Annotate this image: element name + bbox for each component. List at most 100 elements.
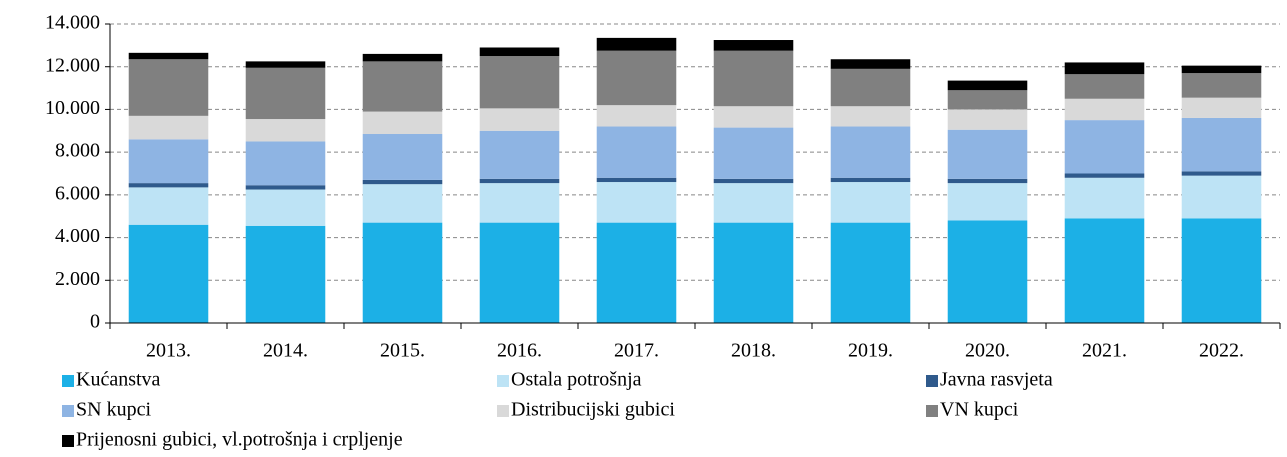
bar-segment bbox=[1064, 74, 1145, 99]
bar-segment bbox=[128, 115, 209, 140]
bar-segment bbox=[830, 126, 911, 178]
x-tick-label: 2022. bbox=[1199, 340, 1244, 362]
bar-segment bbox=[947, 109, 1028, 130]
x-tick-label: 2020. bbox=[965, 340, 1010, 362]
legend-label: Distribucijski gubici bbox=[511, 399, 675, 421]
legend-swatch bbox=[62, 375, 74, 387]
legend-swatch bbox=[497, 375, 509, 387]
y-tick-label: 0 bbox=[90, 311, 100, 333]
bar-segment bbox=[713, 127, 794, 179]
legend-swatch bbox=[62, 405, 74, 417]
bar-segment bbox=[830, 177, 911, 183]
legend-label: Prijenosni gubici, vl.potrošnja i crplje… bbox=[76, 429, 403, 451]
bar-segment bbox=[1181, 65, 1262, 74]
bar-segment bbox=[245, 141, 326, 186]
bar-segment bbox=[713, 178, 794, 184]
bar-segment bbox=[596, 222, 677, 323]
bar-segment bbox=[713, 222, 794, 323]
y-tick-label: 14.000 bbox=[45, 12, 100, 34]
bar-segment bbox=[1181, 175, 1262, 219]
bar-segment bbox=[947, 178, 1028, 184]
bar-segment bbox=[830, 68, 911, 107]
legend-label: SN kupci bbox=[76, 399, 151, 421]
x-tick-label: 2018. bbox=[731, 340, 776, 362]
y-tick-label: 10.000 bbox=[45, 97, 100, 119]
bar-segment bbox=[713, 50, 794, 107]
bar-segment bbox=[713, 40, 794, 51]
y-tick-label: 2.000 bbox=[55, 268, 100, 290]
bar-segment bbox=[1064, 62, 1145, 75]
legend-swatch bbox=[497, 405, 509, 417]
bar-segment bbox=[830, 182, 911, 223]
x-tick-label: 2017. bbox=[614, 340, 659, 362]
legend-swatch bbox=[926, 375, 938, 387]
bar-segment bbox=[596, 126, 677, 178]
bar-segment bbox=[947, 129, 1028, 179]
bar-segment bbox=[245, 225, 326, 323]
bar-segment bbox=[479, 47, 560, 57]
x-tick-label: 2014. bbox=[263, 340, 308, 362]
bar-segment bbox=[830, 106, 911, 127]
bar-segment bbox=[128, 139, 209, 184]
bar-segment bbox=[596, 182, 677, 223]
legend-label: Kućanstva bbox=[76, 369, 161, 391]
bar-segment bbox=[479, 56, 560, 109]
x-tick-label: 2019. bbox=[848, 340, 893, 362]
bar-segment bbox=[479, 178, 560, 184]
bar-segment bbox=[1181, 171, 1262, 176]
bar-segment bbox=[713, 183, 794, 223]
bar-segment bbox=[830, 59, 911, 69]
bar-segment bbox=[479, 183, 560, 223]
x-tick-label: 2013. bbox=[146, 340, 191, 362]
bar-segment bbox=[128, 59, 209, 116]
bar-segment bbox=[128, 183, 209, 188]
bar-segment bbox=[1064, 218, 1145, 323]
bar-segment bbox=[479, 222, 560, 323]
legend-swatch bbox=[926, 405, 938, 417]
x-tick-label: 2016. bbox=[497, 340, 542, 362]
legend-label: Javna rasvjeta bbox=[940, 369, 1053, 391]
bar-segment bbox=[362, 53, 443, 62]
bar-segment bbox=[1064, 120, 1145, 174]
bar-segment bbox=[128, 224, 209, 323]
y-tick-label: 12.000 bbox=[45, 54, 100, 76]
bar-segment bbox=[479, 130, 560, 179]
bar-segment bbox=[362, 111, 443, 134]
bar-segment bbox=[1064, 173, 1145, 178]
bar-segment bbox=[1181, 73, 1262, 98]
legend-label: VN kupci bbox=[940, 399, 1019, 421]
legend-label: Ostala potrošnja bbox=[511, 369, 642, 391]
bar-segment bbox=[362, 133, 443, 180]
bar-segment bbox=[947, 90, 1028, 110]
x-tick-label: 2015. bbox=[380, 340, 425, 362]
bar-segment bbox=[245, 61, 326, 68]
bar-segment bbox=[947, 183, 1028, 221]
bar-segment bbox=[1181, 97, 1262, 118]
bar-segment bbox=[245, 189, 326, 226]
bar-segment bbox=[713, 106, 794, 128]
bar-segment bbox=[479, 108, 560, 131]
y-tick-label: 6.000 bbox=[55, 182, 100, 204]
y-tick-label: 8.000 bbox=[55, 140, 100, 162]
y-tick-label: 4.000 bbox=[55, 225, 100, 247]
bar-segment bbox=[1181, 117, 1262, 172]
bar-segment bbox=[245, 67, 326, 120]
bar-segment bbox=[245, 119, 326, 142]
bar-segment bbox=[947, 220, 1028, 323]
bar-segment bbox=[596, 50, 677, 106]
bar-segment bbox=[1181, 218, 1262, 323]
bar-segment bbox=[947, 80, 1028, 91]
bar-segment bbox=[128, 52, 209, 60]
bar-segment bbox=[362, 184, 443, 223]
bar-segment bbox=[596, 105, 677, 127]
bar-segment bbox=[596, 37, 677, 51]
x-tick-label: 2021. bbox=[1082, 340, 1127, 362]
bar-segment bbox=[128, 187, 209, 225]
legend-swatch bbox=[62, 435, 74, 447]
bar-segment bbox=[362, 61, 443, 112]
bar-segment bbox=[362, 179, 443, 185]
bar-segment bbox=[245, 185, 326, 190]
bar-segment bbox=[830, 222, 911, 323]
bar-segment bbox=[362, 222, 443, 323]
